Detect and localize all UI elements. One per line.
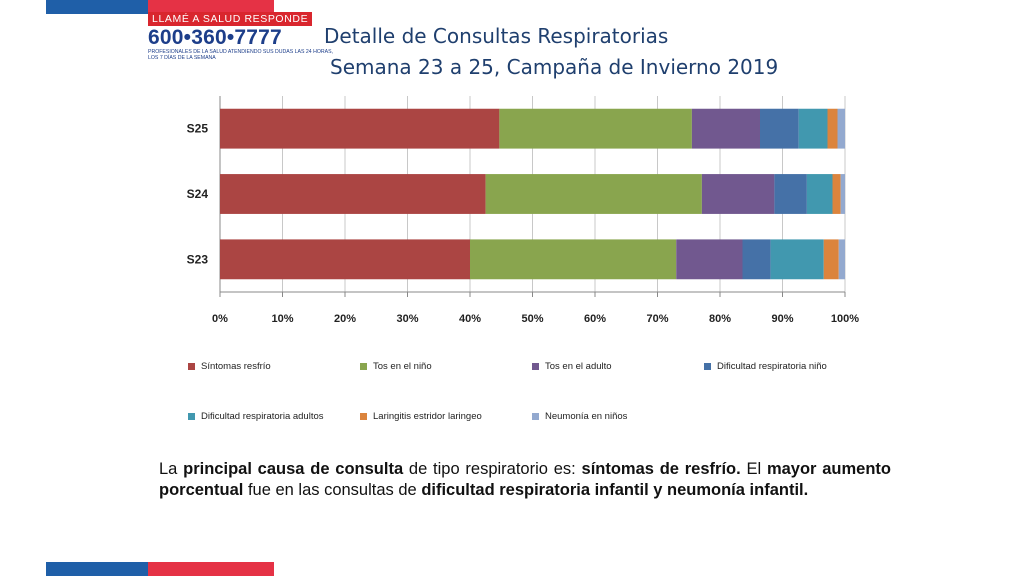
legend-item: Tos en el adulto — [532, 361, 612, 372]
legend-item: Dificultad respiratoria adultos — [188, 411, 324, 422]
bar-segment — [827, 108, 838, 149]
bar-segment — [701, 174, 775, 214]
x-tick-label: 10% — [271, 313, 293, 325]
legend-label: Neumonía en niños — [545, 411, 628, 422]
legend-swatch — [532, 413, 539, 420]
x-tick-label: 80% — [709, 313, 731, 325]
bar-segment — [838, 239, 845, 280]
legend-label: Tos en el niño — [373, 361, 432, 372]
x-tick-label: 40% — [459, 313, 481, 325]
category-label: S25 — [187, 122, 209, 136]
bottom-decor-bar — [46, 562, 274, 576]
summary-bold-2: síntomas de resfrío. — [581, 460, 741, 478]
legend-swatch — [704, 363, 711, 370]
bar-segment — [760, 108, 799, 149]
page-title: Detalle de Consultas Respiratorias — [324, 24, 669, 48]
stacked-bar-chart: 0% 10% 20% 30% 40% 50% 60% 70% 80% 90% 100% S25 S24 S… — [187, 96, 859, 325]
legend-label: Dificultad respiratoria adultos — [201, 411, 324, 422]
top-decor-bar — [46, 0, 274, 14]
bar-segment — [806, 174, 833, 214]
bar-segment — [770, 239, 824, 280]
legend-label: Síntomas resfrío — [201, 361, 271, 372]
x-tick-label: 90% — [771, 313, 793, 325]
logo-tagline: LLAMÉ A SALUD RESPONDE — [148, 12, 313, 26]
page-subtitle: Semana 23 a 25, Campaña de Invierno 2019 — [330, 55, 779, 79]
summary-text-3: El — [740, 460, 767, 478]
legend-label: Laringitis estridor laringeo — [373, 411, 482, 422]
bar-segment — [485, 174, 702, 214]
logo-subtext-1: PROFESIONALES DE LA SALUD ATENDIENDO SUS… — [148, 49, 333, 55]
summary-bold-3: mayor aumento porcentual — [159, 460, 891, 499]
legend-item: Tos en el niño — [360, 361, 432, 372]
bar-segment — [837, 108, 845, 149]
legend-item: Neumonía en niños — [532, 411, 627, 422]
bar-segment — [774, 174, 807, 214]
bar-segment — [676, 239, 743, 280]
summary-text-4: fue en las consultas de — [243, 481, 422, 499]
x-tick-label: 70% — [646, 313, 668, 325]
legend-swatch — [360, 363, 367, 370]
bar-segment — [499, 108, 692, 149]
bar-segment — [220, 108, 500, 149]
summary-bold-1: principal causa de consulta — [183, 460, 404, 478]
bar-segment — [798, 108, 828, 149]
legend-swatch — [188, 413, 195, 420]
bar-segment — [840, 174, 845, 214]
legend-label: Dificultad respiratoria niño — [717, 361, 827, 372]
legend-swatch — [188, 363, 195, 370]
salud-responde-logo: LLAMÉ A SALUD RESPONDE 600•360•7777 PROF… — [148, 9, 333, 61]
bottom-decor-red — [148, 562, 274, 576]
bottom-decor-blue — [46, 562, 148, 576]
legend-item: Dificultad respiratoria niño — [704, 361, 827, 372]
category-label: S24 — [187, 187, 209, 201]
x-tick-label: 100% — [831, 313, 859, 325]
summary-bold-4: dificultad respiratoria infantil y neumo… — [421, 481, 809, 499]
summary-paragraph: La principal causa de consulta de tipo r… — [159, 459, 891, 501]
bar-segment — [220, 174, 486, 214]
x-tick-label: 0% — [212, 313, 228, 325]
logo-subtext-2: LOS 7 DÍAS DE LA SEMANA — [148, 55, 216, 61]
x-tick-label: 60% — [584, 313, 606, 325]
legend-swatch — [360, 413, 367, 420]
bar-segment — [823, 239, 839, 280]
category-label: S23 — [187, 252, 209, 266]
bar-segment — [220, 239, 470, 280]
bar-segment — [832, 174, 841, 214]
legend-label: Tos en el adulto — [545, 361, 612, 372]
bar-segment — [470, 239, 677, 280]
bar-segment — [691, 108, 760, 149]
bar-segment — [742, 239, 771, 280]
summary-text-1: La — [159, 460, 184, 478]
x-tick-label: 50% — [521, 313, 543, 325]
top-decor-blue — [46, 0, 148, 14]
x-tick-label: 30% — [396, 313, 418, 325]
logo-phone-number: 600•360•7777 — [148, 26, 282, 49]
legend-item: Laringitis estridor laringeo — [360, 411, 482, 422]
chart-legend: Síntomas resfrío Tos en el niño Tos en el … — [188, 361, 888, 431]
summary-text-2: de tipo respiratorio es: — [403, 460, 582, 478]
legend-item: Síntomas resfrío — [188, 361, 271, 372]
top-decor-red — [148, 0, 274, 14]
x-tick-label: 20% — [334, 313, 356, 325]
legend-swatch — [532, 363, 539, 370]
